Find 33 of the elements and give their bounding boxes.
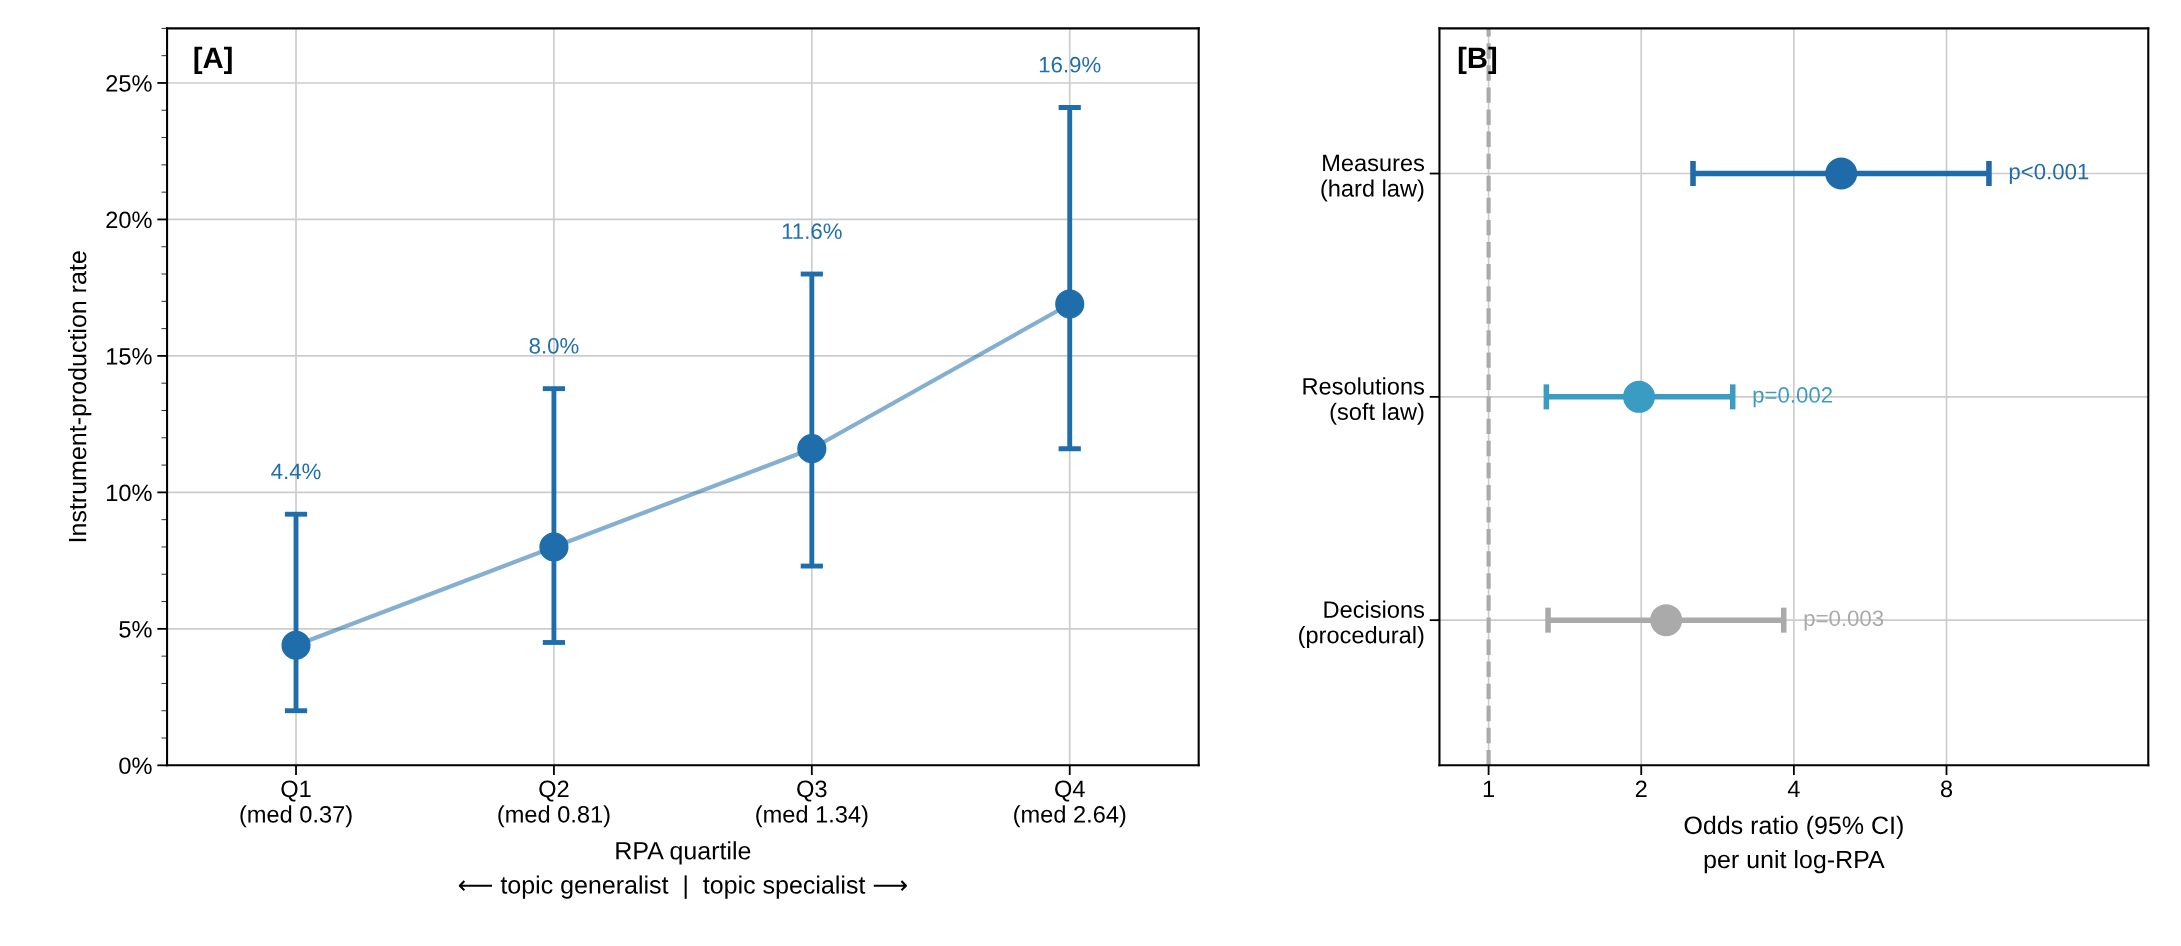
annotation: p=0.002 <box>1753 387 1832 408</box>
y-tick-label: Measures (hard law) <box>1321 154 1425 202</box>
y-tick-label: 5% <box>119 621 152 638</box>
y-tick-label: 0% <box>119 757 152 775</box>
x-tick-label: Q2 (med 0.81) <box>498 780 610 828</box>
x-tick-label: 1 <box>1483 780 1495 798</box>
point <box>1055 289 1085 319</box>
x-tick-label: 8 <box>1940 780 1953 798</box>
y-tick-label: 15% <box>107 348 152 365</box>
x-tick-label: Q1 (med 0.37) <box>240 780 352 828</box>
annotation: [B] <box>1458 46 1497 74</box>
point <box>797 434 827 464</box>
annotation: 8.0% <box>529 337 579 354</box>
y-tick-label: Decisions (procedural) <box>1299 600 1425 649</box>
x-tick-label: 4 <box>1787 780 1800 798</box>
annotation: 11.6% <box>782 223 842 240</box>
annotation: p<0.001 <box>2009 163 2089 184</box>
x-axis-title: Odds ratio (95% CI) per unit log-RPA <box>1684 815 1903 874</box>
point <box>281 630 311 660</box>
point <box>539 532 569 562</box>
x-axis-title: RPA quartile ⟵ topic generalist | topic specialist ⟶ <box>458 841 907 899</box>
annotation: 4.4% <box>271 463 321 480</box>
y-tick-label: 10% <box>107 484 152 502</box>
x-tick-label: Q3 (med 1.34) <box>756 780 868 828</box>
annotation: p=0.003 <box>1804 610 1884 631</box>
x-tick-label: 2 <box>1635 780 1647 798</box>
y-axis-title: Instrument-production rate <box>68 251 92 542</box>
y-tick-label: 20% <box>106 211 152 229</box>
y-tick-label: Resolutions (soft law) <box>1303 377 1425 425</box>
x-tick-label: Q4 (med 2.64) <box>1014 780 1126 828</box>
y-tick-label: 25% <box>106 75 152 92</box>
annotation: 16.9% <box>1039 56 1101 73</box>
annotation: [A] <box>194 46 232 74</box>
